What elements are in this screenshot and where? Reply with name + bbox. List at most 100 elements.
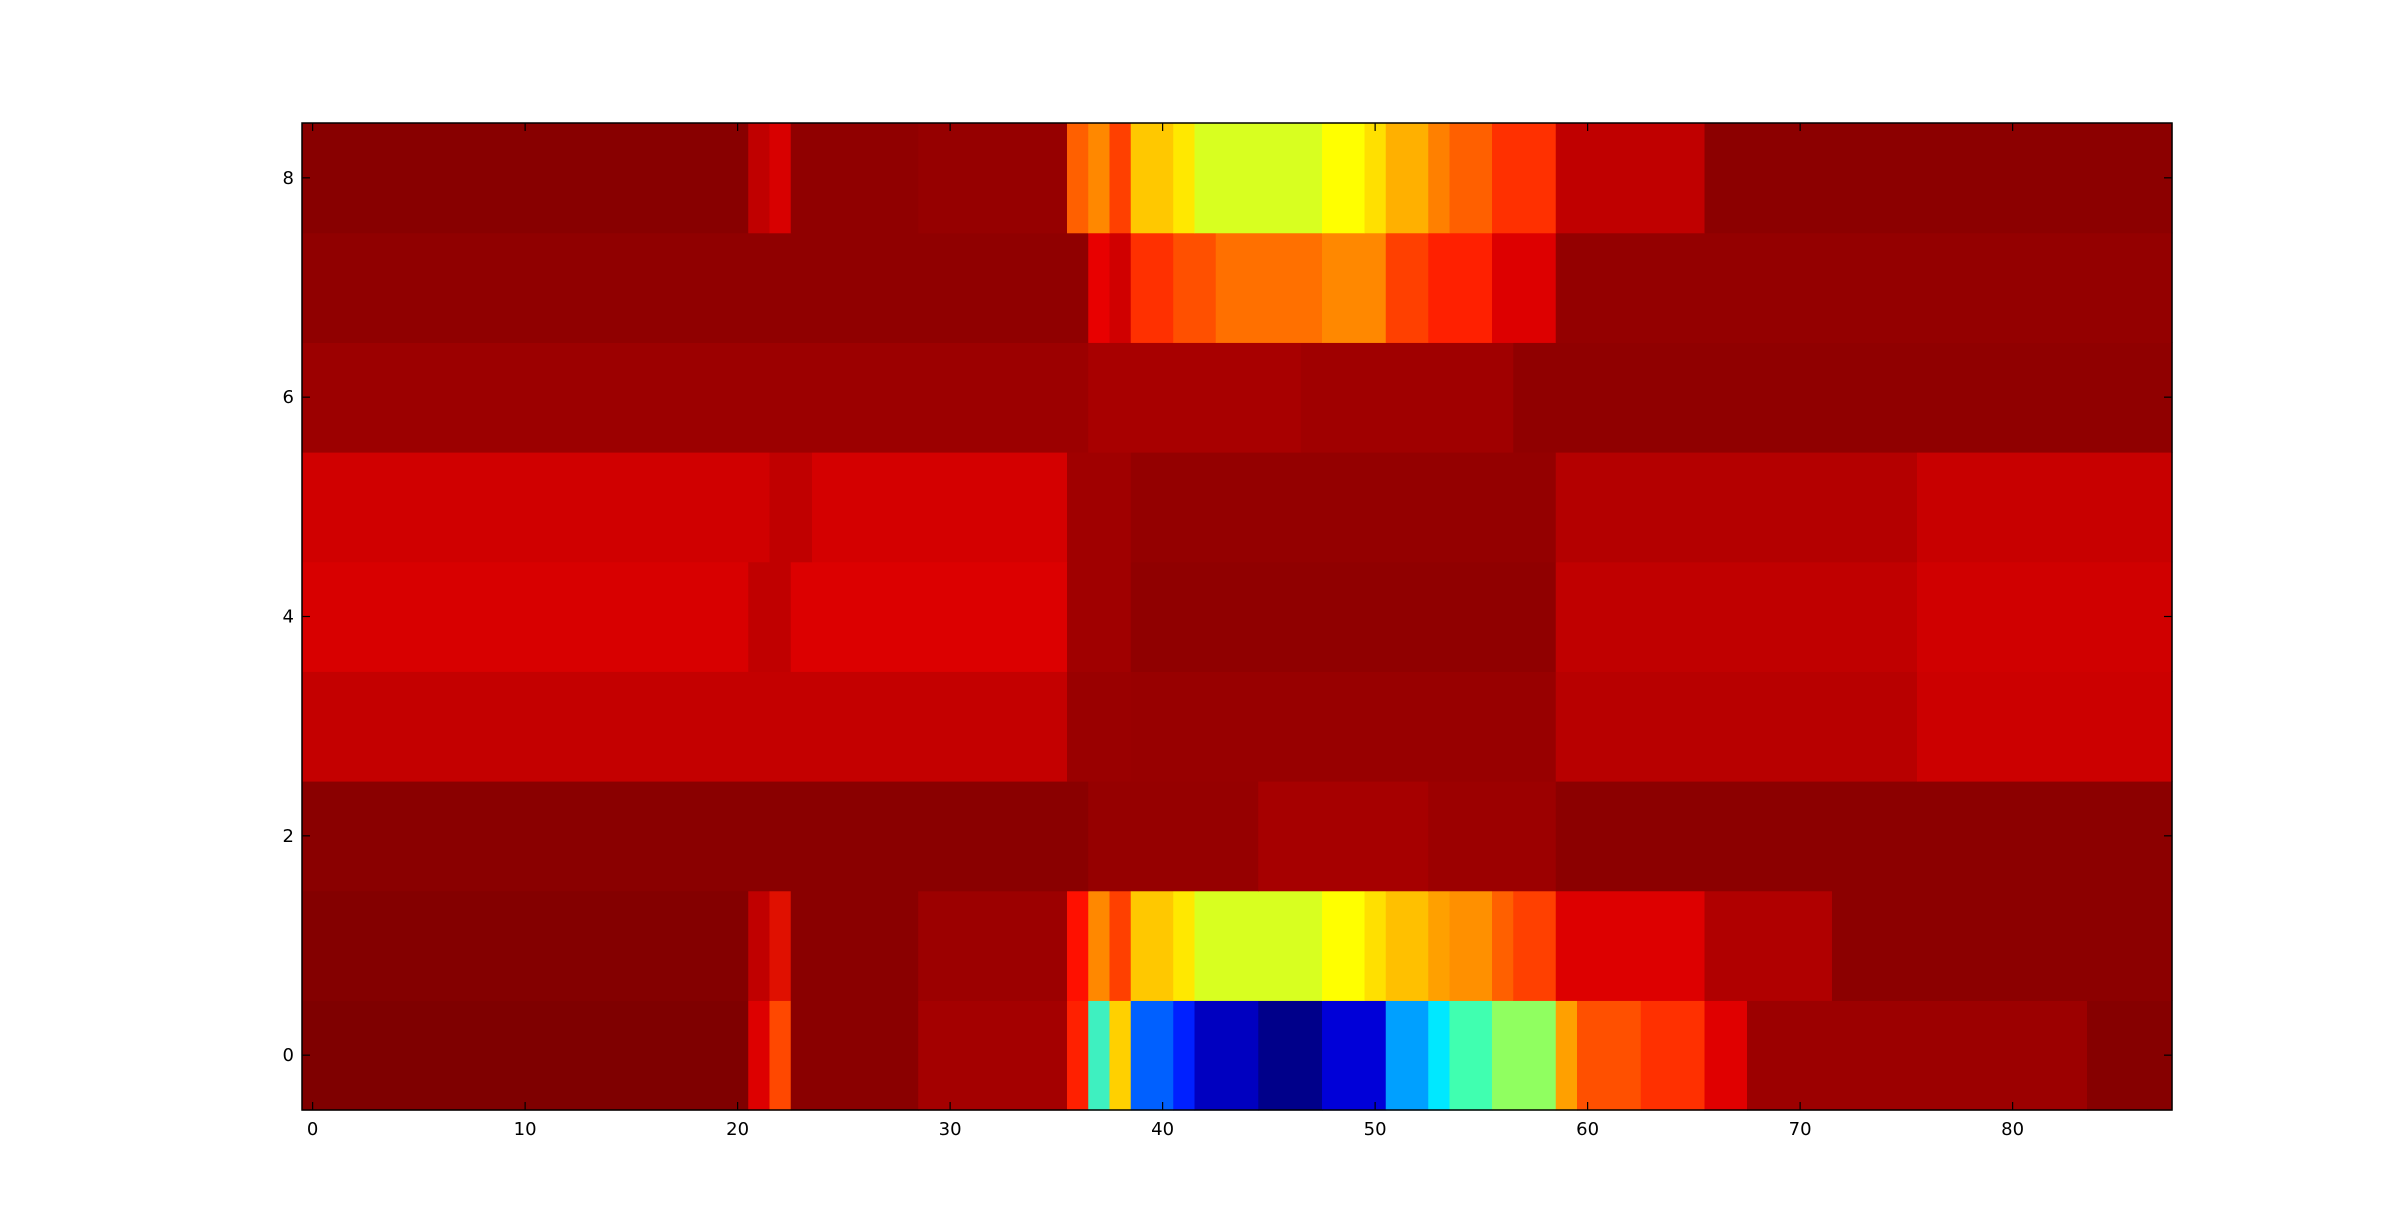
heatmap-cell-row-2-seg-4 <box>1555 781 2173 892</box>
heatmap-cell-row-1-seg-1 <box>748 890 771 1001</box>
heatmap-cell-row-0-seg-12 <box>1322 1000 1387 1111</box>
heatmap-cell-row-3-seg-2 <box>1130 671 1557 782</box>
heatmap-cell-row-7-seg-0 <box>302 232 1089 343</box>
y-tick-label-2: 2 <box>283 826 294 847</box>
heatmap-cell-row-8-seg-17 <box>1555 123 1706 234</box>
heatmap-cell-row-0-seg-21 <box>1747 1000 2088 1111</box>
heatmap-cell-row-0-seg-5 <box>1067 1000 1089 1111</box>
heatmap-cell-row-1-seg-15 <box>1449 890 1493 1001</box>
heatmap-cell-row-1-seg-19 <box>1704 890 1833 1001</box>
heatmap-cell-row-6-seg-2 <box>1300 342 1514 453</box>
x-tick-label-0: 0 <box>307 1119 318 1140</box>
heatmap-cell-row-0-seg-14 <box>1428 1000 1451 1111</box>
y-tick-label-4: 4 <box>283 607 294 628</box>
x-tick-label-40: 40 <box>1151 1119 1174 1140</box>
heatmap-cell-row-0-seg-11 <box>1258 1000 1323 1111</box>
heatmap-cell-row-8-seg-12 <box>1364 123 1387 234</box>
heatmap-cell-row-8-seg-1 <box>748 123 771 234</box>
heatmap-cell-row-1-seg-6 <box>1088 890 1111 1001</box>
heatmap-cell-row-0-seg-9 <box>1173 1000 1196 1111</box>
x-tick-label-80: 80 <box>2001 1119 2024 1140</box>
heatmap-cell-row-1-seg-8 <box>1130 890 1174 1001</box>
heatmap-cell-row-5-seg-1 <box>769 452 813 563</box>
heatmap-cell-row-1-seg-0 <box>302 890 749 1001</box>
heatmap-cell-row-8-seg-18 <box>1704 123 2173 234</box>
heatmap-cell-row-1-seg-5 <box>1067 890 1089 1001</box>
heatmap-cell-row-5-seg-5 <box>1555 452 1918 563</box>
x-tick-label-70: 70 <box>1789 1119 1812 1140</box>
heatmap-cell-row-3-seg-3 <box>1555 671 1918 782</box>
heatmap-cell-row-3-seg-1 <box>1067 671 1132 782</box>
axes-frame <box>301 122 2173 1111</box>
heatmap-cell-row-0-seg-10 <box>1194 1000 1259 1111</box>
heatmap-cell-row-8-seg-9 <box>1173 123 1196 234</box>
heatmap-cell-row-8-seg-8 <box>1130 123 1174 234</box>
heatmap-cell-row-6-seg-1 <box>1088 342 1302 453</box>
heatmap-cell-row-1-seg-14 <box>1428 890 1451 1001</box>
heatmap-cell-row-4-seg-4 <box>1130 561 1557 672</box>
heatmap-cell-row-6-seg-3 <box>1513 342 2173 453</box>
heatmap-cell-row-0-seg-2 <box>769 1000 792 1111</box>
heatmap-cell-row-3-seg-0 <box>302 671 1068 782</box>
heatmap-cell-row-8-seg-5 <box>1067 123 1089 234</box>
heatmap-cell-row-1-seg-10 <box>1194 890 1323 1001</box>
heatmap-cell-row-7-seg-8 <box>1428 232 1493 343</box>
heatmap-cell-row-1-seg-12 <box>1364 890 1387 1001</box>
heatmap-cell-row-8-seg-3 <box>790 123 919 234</box>
heatmap-cell-row-0-seg-19 <box>1640 1000 1706 1111</box>
heatmap-cell-row-2-seg-3 <box>1428 781 1557 892</box>
axis-ticks <box>302 123 2172 1110</box>
heatmap-cell-row-8-seg-4 <box>918 123 1068 234</box>
heatmap-cell-row-2-seg-2 <box>1258 781 1429 892</box>
heatmap-cell-row-4-seg-0 <box>302 561 749 672</box>
heatmap-cell-row-6-seg-0 <box>302 342 1089 453</box>
heatmap-cell-row-0-seg-18 <box>1577 1000 1642 1111</box>
heatmap-cell-row-8-seg-15 <box>1449 123 1493 234</box>
heatmap-cell-row-7-seg-7 <box>1385 232 1429 343</box>
heatmap-cell-row-1-seg-4 <box>918 890 1068 1001</box>
heatmap-cell-row-1-seg-7 <box>1109 890 1132 1001</box>
heatmap-cell-row-0-seg-13 <box>1385 1000 1429 1111</box>
heatmap-cell-row-4-seg-2 <box>790 561 1068 672</box>
heatmap-cell-row-0-seg-22 <box>2087 1000 2173 1111</box>
heatmap-cell-row-0-seg-15 <box>1449 1000 1493 1111</box>
heatmap-cell-row-5-seg-3 <box>1067 452 1132 563</box>
heatmap-cell-row-8-seg-11 <box>1322 123 1366 234</box>
heatmap-cell-row-7-seg-9 <box>1492 232 1557 343</box>
heatmap-cell-row-7-seg-10 <box>1555 232 2173 343</box>
y-tick-label-0: 0 <box>283 1045 294 1066</box>
heatmap-cell-row-8-seg-13 <box>1385 123 1429 234</box>
heatmap-cell-row-8-seg-10 <box>1194 123 1323 234</box>
heatmap-cell-row-7-seg-3 <box>1130 232 1174 343</box>
heatmap-cell-row-1-seg-17 <box>1513 890 1557 1001</box>
heatmap-cell-row-7-seg-5 <box>1215 232 1323 343</box>
heatmap-cell-row-0-seg-4 <box>918 1000 1068 1111</box>
heatmap-cell-row-0-seg-16 <box>1492 1000 1557 1111</box>
heatmap-cell-row-0-seg-7 <box>1109 1000 1132 1111</box>
heatmap-cell-row-8-seg-6 <box>1088 123 1111 234</box>
heatmap-cell-row-0-seg-1 <box>748 1000 771 1111</box>
x-tick-label-30: 30 <box>939 1119 962 1140</box>
heatmap-cell-row-0-seg-8 <box>1130 1000 1174 1111</box>
heatmap-cell-row-8-seg-2 <box>769 123 792 234</box>
x-tick-label-20: 20 <box>726 1119 749 1140</box>
heatmap-cell-row-2-seg-1 <box>1088 781 1259 892</box>
heatmap-cell-row-5-seg-6 <box>1917 452 2173 563</box>
heatmap-cell-row-4-seg-5 <box>1555 561 1918 672</box>
heatmap-cell-row-5-seg-4 <box>1130 452 1557 563</box>
heatmap-cell-row-4-seg-1 <box>748 561 792 672</box>
x-tick-label-50: 50 <box>1364 1119 1387 1140</box>
x-tick-label-10: 10 <box>514 1119 537 1140</box>
heatmap-cell-row-5-seg-2 <box>812 452 1068 563</box>
y-tick-label-8: 8 <box>283 168 294 189</box>
heatmap-cell-row-1-seg-20 <box>1832 890 2173 1001</box>
heatmap-cell-row-3-seg-4 <box>1917 671 2173 782</box>
heatmap-cell-row-1-seg-11 <box>1322 890 1366 1001</box>
heatmap-cell-row-1-seg-13 <box>1385 890 1429 1001</box>
heatmap-cell-row-2-seg-0 <box>302 781 1089 892</box>
heatmap-cell-row-5-seg-0 <box>302 452 771 563</box>
heatmap-cell-row-0-seg-20 <box>1704 1000 1748 1111</box>
heatmap-cell-row-7-seg-2 <box>1109 232 1132 343</box>
heatmap-cell-row-1-seg-3 <box>790 890 919 1001</box>
